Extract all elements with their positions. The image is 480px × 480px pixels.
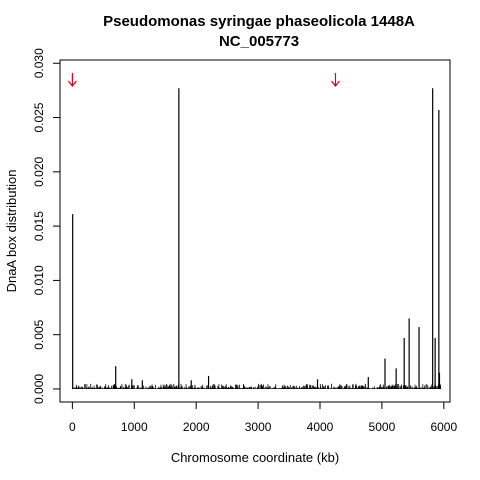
x-tick-label: 6000 xyxy=(430,420,457,434)
y-tick-label: 0.005 xyxy=(32,319,46,349)
x-axis-label: Chromosome coordinate (kb) xyxy=(171,450,339,465)
x-tick-label: 3000 xyxy=(245,420,272,434)
y-tick-label: 0.015 xyxy=(32,211,46,241)
x-tick-label: 5000 xyxy=(369,420,396,434)
y-axis-label: DnaA box distribution xyxy=(4,170,19,293)
y-tick-label: 0.025 xyxy=(32,102,46,132)
x-tick-label: 4000 xyxy=(307,420,334,434)
x-axis: 0 1000 2000 3000 4000 5000 6000 xyxy=(69,401,457,434)
x-tick-label: 0 xyxy=(69,420,76,434)
chart-title: Pseudomonas syringae phaseolicola 1448A xyxy=(103,13,415,30)
baseline-noise xyxy=(71,383,442,389)
chart-subtitle: NC_005773 xyxy=(219,33,299,50)
plot-frame xyxy=(59,59,451,403)
origin-arrows xyxy=(67,73,340,87)
y-tick-label: 0.000 xyxy=(32,374,46,404)
y-tick-label: 0.030 xyxy=(32,48,46,78)
y-tick-label: 0.010 xyxy=(32,265,46,295)
origin-arrow xyxy=(67,73,77,87)
spike-series xyxy=(72,88,441,389)
y-axis: 0.000 0.005 0.010 0.015 0.020 0.025 0.030 xyxy=(32,48,61,404)
x-tick-label: 1000 xyxy=(121,420,148,434)
origin-arrow xyxy=(331,73,340,87)
x-tick-label: 2000 xyxy=(183,420,210,434)
y-tick-label: 0.020 xyxy=(32,156,46,186)
